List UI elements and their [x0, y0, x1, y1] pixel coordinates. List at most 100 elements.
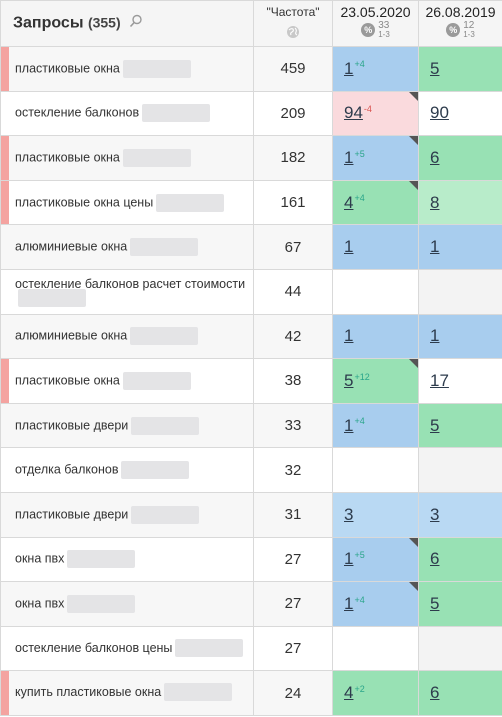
query-text[interactable]: пластиковые окна [15, 373, 120, 388]
position-link[interactable]: 90 [430, 103, 449, 123]
position-delta: +4 [354, 594, 365, 605]
position-link[interactable]: 5 [344, 370, 354, 390]
query-cell[interactable]: пластиковые окна цены [0, 179, 254, 226]
query-cell[interactable]: пластиковые окна [0, 358, 254, 404]
position-link[interactable]: 5 [430, 593, 440, 613]
search-icon[interactable] [129, 14, 143, 33]
position-cell-date2[interactable] [418, 625, 502, 672]
position-link[interactable]: 1 [430, 237, 440, 257]
query-text[interactable]: пластиковые двери [15, 507, 129, 522]
query-cell[interactable]: окна пвх [0, 536, 254, 583]
date1-column-header[interactable]: 23.05.2020 % 33 1-3 [332, 0, 419, 47]
position-cell-date1[interactable]: 1+5 [332, 536, 419, 583]
query-cell[interactable]: пластиковые окна [0, 135, 254, 181]
position-cell-date2[interactable] [418, 268, 502, 315]
position-link[interactable]: 17 [430, 370, 449, 390]
position-cell-date2[interactable]: 17 [418, 358, 502, 404]
query-cell[interactable]: остекление балконов цены [0, 625, 254, 672]
position-link[interactable]: 5 [430, 58, 440, 78]
position-link[interactable]: 6 [430, 683, 440, 703]
position-cell-date1[interactable]: 1+4 [332, 46, 419, 92]
position-link[interactable]: 1 [344, 549, 354, 569]
corner-flag-icon [409, 359, 418, 369]
position-link[interactable]: 4 [344, 192, 354, 212]
position-cell-date1[interactable]: 1+4 [332, 581, 419, 627]
position-cell-date2[interactable] [418, 447, 502, 493]
priority-marker [1, 671, 9, 715]
query-text[interactable]: алюминиевые окна [15, 328, 128, 343]
frequency-column-header[interactable]: "Частота" [253, 0, 333, 47]
position-cell-date1[interactable] [332, 447, 419, 493]
query-cell[interactable]: купить пластиковые окна [0, 670, 254, 716]
position-link[interactable]: 3 [344, 504, 354, 524]
position-cell-date2[interactable]: 6 [418, 135, 502, 181]
position-link[interactable]: 6 [430, 549, 440, 569]
position-link[interactable]: 1 [430, 326, 440, 346]
position-cell-date2[interactable]: 6 [418, 536, 502, 583]
position-cell-date2[interactable]: 90 [418, 90, 502, 137]
position-cell-date1[interactable]: 1+4 [332, 402, 419, 449]
query-text[interactable]: остекление балконов цены [15, 640, 173, 655]
position-link[interactable]: 1 [344, 593, 354, 613]
position-cell-date1[interactable]: 1 [332, 313, 419, 360]
position-link[interactable]: 6 [430, 147, 440, 167]
position-link[interactable]: 1 [344, 326, 354, 346]
query-text[interactable]: купить пластиковые окна [15, 685, 162, 700]
position-cell-date2[interactable]: 1 [418, 313, 502, 360]
queries-count: (355) [87, 14, 121, 31]
position-cell-date2[interactable]: 3 [418, 491, 502, 538]
query-text[interactable]: пластиковые окна цены [15, 194, 154, 209]
frequency-title: "Частота" [266, 5, 320, 19]
position-cell-date1[interactable]: 5+12 [332, 358, 419, 404]
position-cell-date1[interactable]: 4+2 [332, 670, 419, 716]
position-link[interactable]: 3 [430, 504, 440, 524]
query-cell[interactable]: окна пвх [0, 581, 254, 627]
position-cell-date2[interactable]: 5 [418, 46, 502, 92]
query-text[interactable]: окна пвх [15, 596, 65, 611]
position-cell-date1[interactable] [332, 625, 419, 672]
globe-icon [254, 25, 332, 42]
position-cell-date1[interactable]: 94-4 [332, 90, 419, 137]
position-cell-date2[interactable]: 5 [418, 581, 502, 627]
position-cell-date2[interactable]: 1 [418, 224, 502, 270]
position-link[interactable]: 1 [344, 58, 354, 78]
query-text[interactable]: пластиковые окна [15, 150, 120, 165]
position-link[interactable]: 5 [430, 415, 440, 435]
position-delta: +5 [354, 148, 365, 159]
query-cell[interactable]: остекление балконов расчет стоимости [0, 268, 254, 315]
query-cell[interactable]: алюминиевые окна [0, 224, 254, 270]
position-cell-date1[interactable]: 1+5 [332, 135, 419, 181]
query-cell[interactable]: алюминиевые окна [0, 313, 254, 360]
query-text[interactable]: пластиковые окна [15, 61, 120, 76]
position-cell-date2[interactable]: 6 [418, 670, 502, 716]
query-text[interactable]: окна пвх [15, 551, 65, 566]
queries-column-header[interactable]: Запросы (355) [0, 0, 254, 47]
position-cell-date2[interactable]: 5 [418, 402, 502, 449]
position-link[interactable]: 4 [344, 683, 354, 703]
query-text[interactable]: пластиковые двери [15, 417, 129, 432]
position-link[interactable]: 1 [344, 147, 354, 167]
position-link[interactable]: 1 [344, 415, 354, 435]
query-text[interactable]: отделка балконов [15, 462, 119, 477]
query-text[interactable]: остекление балконов [15, 105, 140, 120]
blurred-url [142, 104, 211, 123]
position-link[interactable]: 8 [430, 192, 440, 212]
position-link[interactable]: 94 [344, 103, 363, 123]
position-link[interactable]: 1 [344, 237, 354, 257]
query-cell[interactable]: пластиковые двери [0, 491, 254, 538]
query-cell[interactable]: пластиковые окна [0, 46, 254, 92]
position-cell-date2[interactable]: 8 [418, 179, 502, 226]
query-cell[interactable]: остекление балконов [0, 90, 254, 137]
query-cell[interactable]: пластиковые двери [0, 402, 254, 449]
query-text[interactable]: остекление балконов расчет стоимости [15, 276, 246, 291]
position-cell-date1[interactable]: 3 [332, 491, 419, 538]
frequency-cell: 44 [253, 268, 333, 315]
query-text[interactable]: алюминиевые окна [15, 239, 128, 254]
position-cell-date1[interactable]: 4+4 [332, 179, 419, 226]
frequency-cell: 459 [253, 46, 333, 92]
query-cell[interactable]: отделка балконов [0, 447, 254, 493]
position-cell-date1[interactable]: 1 [332, 224, 419, 270]
date2-column-header[interactable]: 26.08.2019 % 12 1-3 [418, 0, 502, 47]
position-cell-date1[interactable] [332, 268, 419, 315]
table-body: пластиковые окна 459 1+4 5 остекление балкон… [0, 46, 502, 716]
